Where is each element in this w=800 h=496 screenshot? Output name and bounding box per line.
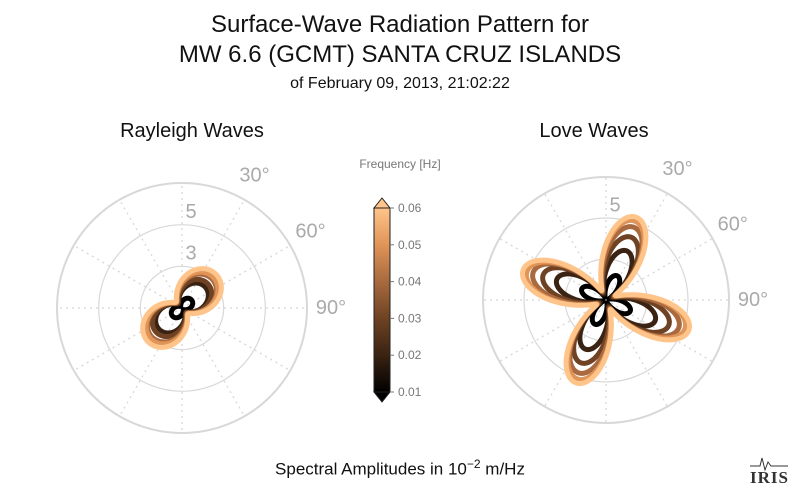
grid-spoke [605,299,669,407]
grid-circle [523,217,689,383]
grid-spoke [181,307,246,417]
units-prefix: Spectral Amplitudes in 10 [275,459,467,479]
units-exponent: −2 [466,457,481,471]
colorbar-min-extend [372,391,392,403]
radius-tick-label: 5 [609,195,620,217]
grid-spoke [118,199,183,309]
radiation-pattern-curve [168,295,196,321]
radius-tick-label: 3 [185,243,196,265]
colorbar-tick-label: 0.01 [398,385,422,399]
grid-spoke [73,244,183,309]
love-polar-plot: 5 30° 60° 90° [482,158,768,424]
chart-title-line1: Surface-Wave Radiation Pattern for [211,11,589,38]
colorbar-tick-label: 0.04 [398,275,422,289]
grid-spoke [181,244,291,309]
grid-spoke [73,307,183,372]
amplitude-units-caption: Spectral Amplitudes in 10−2 m/Hz [0,452,800,482]
colorbar-frame [373,207,391,393]
love-subplot-title: Love Waves [539,120,649,142]
azimuth-tick-label: 60° [718,214,748,236]
colorbar-tick-label: 0.03 [398,311,422,325]
grid-spoke [181,307,291,372]
colorbar-tick-label: 0.05 [398,238,422,252]
colorbar-tick-label: 0.02 [398,348,422,362]
radiation-pattern-curve [520,214,692,386]
grid-circle [482,176,730,424]
colorbar-tick-label: 0.06 [398,201,422,215]
grid-spoke [605,237,713,301]
chart-title-line2: MW 6.6 (GCMT) SANTA CRUZ ISLANDS [178,41,622,68]
azimuth-tick-label: 30° [239,164,269,186]
grid-circle [139,265,225,351]
azimuth-tick-label: 30° [662,158,692,180]
rayleigh-polar-plot: 3 5 30° 60° 90° [56,164,346,434]
grid-spoke [543,193,607,301]
units-suffix: m/Hz [480,459,525,479]
colorbar-title: Frequency [Hz] [359,157,440,171]
iris-logo: IRIS [750,457,789,487]
grid-spoke [499,299,607,363]
seismogram-icon [750,457,788,472]
radiation-pattern-curve [140,266,224,350]
azimuth-tick-label: 90° [738,289,768,311]
iris-logo-text: IRIS [750,468,789,487]
radius-tick-label: 5 [185,201,196,223]
grid-circle [56,182,308,434]
frequency-colorbar: Frequency [Hz] 0.01 0.02 0.03 0.04 0.05 0.06 [359,157,441,403]
colorbar-gradient [374,208,390,392]
azimuth-tick-label: 60° [295,221,325,243]
grid-circle [98,224,266,392]
colorbar-max-extend [372,197,392,209]
rayleigh-subplot-title: Rayleigh Waves [120,120,264,142]
chart-title-date: of February 09, 2013, 21:02:22 [290,75,510,92]
azimuth-tick-label: 90° [316,297,346,319]
